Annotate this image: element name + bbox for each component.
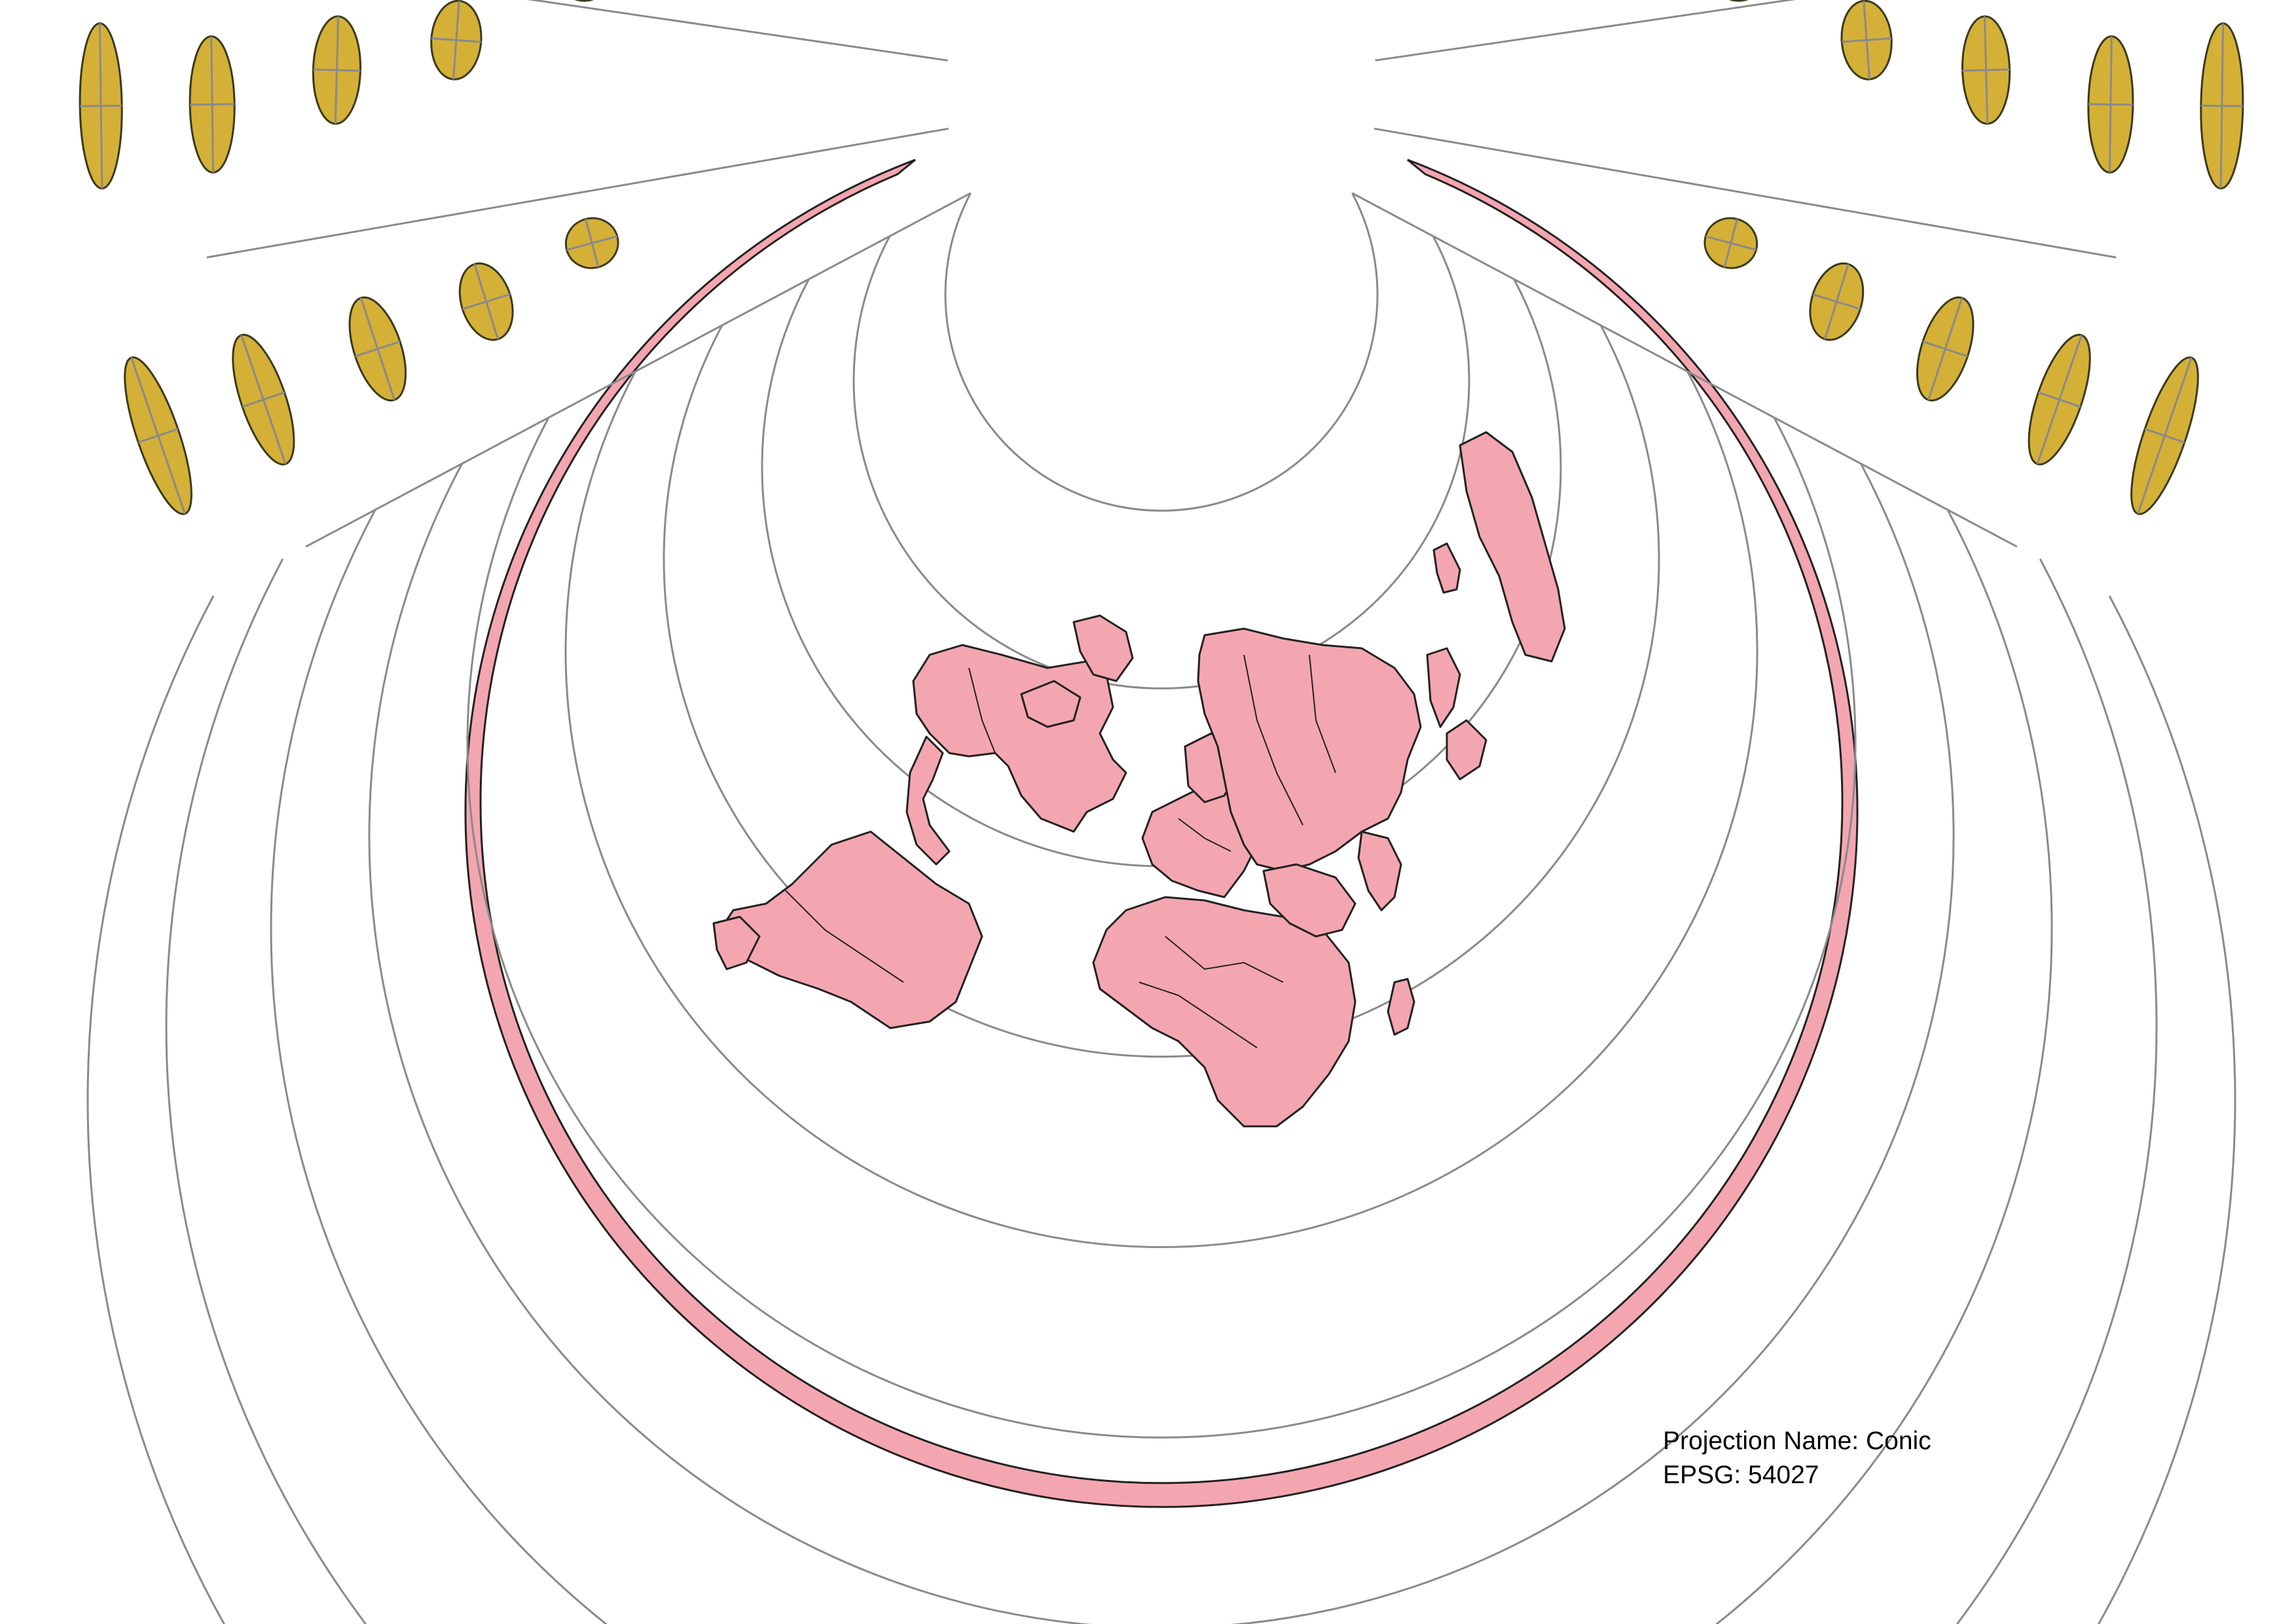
south-america-landmass [719, 830, 983, 1029]
tissot-ellipse [348, 296, 407, 402]
tissot-ellipse [312, 15, 361, 125]
land-masses [712, 431, 1566, 1128]
projection-name-label: Projection Name: Conic [1663, 1427, 1931, 1455]
tissot-ellipse [1840, 0, 1893, 81]
country-borders [785, 654, 1336, 1048]
tissot-ellipse [124, 356, 192, 515]
indonesia-landmass [1446, 719, 1487, 781]
graticule-parallel [564, 371, 1758, 1248]
madagascar-landmass [1387, 978, 1415, 1036]
tissot-ellipse [189, 35, 236, 174]
tissot-ellipse [1961, 15, 2011, 125]
japan-landmass [1426, 647, 1461, 728]
graticule-meridian [1351, 192, 2018, 548]
tissot-ellipse [79, 22, 123, 190]
graticule-meridian [526, 0, 948, 62]
tissot-ellipse [430, 0, 483, 81]
graticule-meridian [1374, 127, 2117, 259]
graticule-meridian [206, 127, 949, 259]
tissot-ellipse [1809, 262, 1865, 341]
southern-cone-landmass [712, 915, 761, 970]
tissot-ellipse [1916, 296, 1975, 402]
projection-caption: Projection Name: Conic EPSG: 54027 [1663, 1424, 1931, 1492]
tissot-ellipse [556, 0, 611, 2]
arabia-landmass [1262, 863, 1357, 938]
outer-rim-band [464, 158, 1859, 1508]
graticule-parallel [663, 325, 1660, 1058]
tissot-indicatrices [79, 0, 2244, 515]
epsg-code-label: EPSG: 54027 [1663, 1461, 1819, 1489]
africa-landmass [1092, 896, 1357, 1128]
graticule-parallel [368, 463, 1955, 1624]
graticule-parallel [466, 416, 1857, 1439]
tissot-ellipse [1712, 0, 1766, 2]
graticule-parallel [944, 193, 1379, 512]
tissot-ellipse [232, 333, 295, 466]
tissot-ellipse [458, 262, 514, 341]
tissot-ellipse [2200, 22, 2244, 190]
tissot-ellipse [2130, 356, 2199, 515]
graticule-parallel [165, 558, 2158, 1624]
graticule [86, 0, 2236, 1624]
india-landmass [1357, 830, 1402, 912]
graticule-parallel [86, 595, 2236, 1624]
greenland-landmass [1072, 614, 1134, 682]
asia-landmass [1197, 627, 1422, 872]
australia-landmass [1459, 431, 1566, 663]
tissot-ellipse [1704, 217, 1758, 269]
tissot-ellipse [2028, 333, 2091, 466]
tissot-ellipse [2087, 35, 2134, 174]
arctic-islands [1020, 680, 1082, 728]
central-america-landmass [905, 735, 951, 866]
new-zealand-landmass [1432, 542, 1461, 594]
graticule-meridian [305, 192, 972, 548]
graticule-parallel [270, 509, 2053, 1624]
graticule-parallel [852, 235, 1470, 690]
graticule-meridian [1375, 0, 1796, 62]
tissot-ellipse [564, 217, 619, 269]
